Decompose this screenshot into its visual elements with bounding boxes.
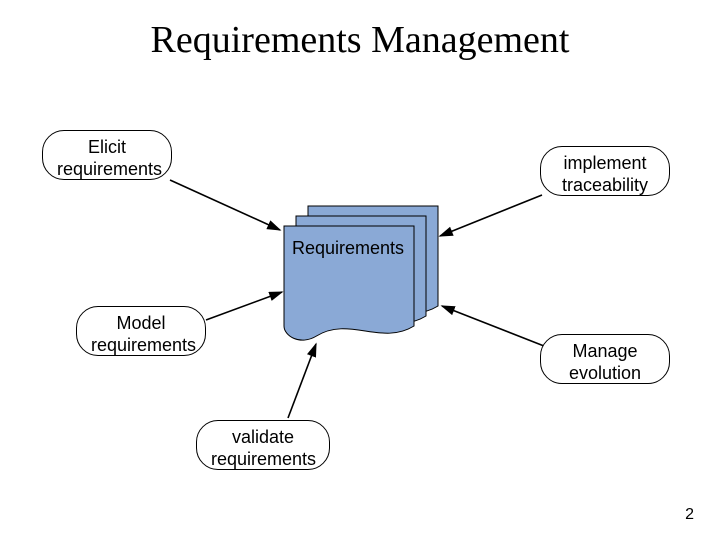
requirements-label: Requirements	[292, 238, 404, 259]
node-validate-requirements: validate requirements	[196, 420, 330, 470]
node-label: Manage evolution	[569, 341, 641, 383]
node-label: implement traceability	[562, 153, 648, 195]
node-model-requirements: Model requirements	[76, 306, 206, 356]
arrows-group	[170, 180, 544, 418]
diagram-canvas	[0, 0, 720, 540]
page-title: Requirements Management	[0, 18, 720, 62]
page-number: 2	[685, 506, 694, 524]
node-label: Model requirements	[91, 313, 196, 355]
slide: Requirements Management Requirements Eli…	[0, 0, 720, 540]
node-manage-evolution: Manage evolution	[540, 334, 670, 384]
node-elicit-requirements: Elicit requirements	[42, 130, 172, 180]
node-label: validate requirements	[211, 427, 316, 469]
node-implement-traceability: implement traceability	[540, 146, 670, 196]
node-label: Elicit requirements	[57, 137, 162, 179]
requirements-doc-stack	[284, 206, 438, 340]
